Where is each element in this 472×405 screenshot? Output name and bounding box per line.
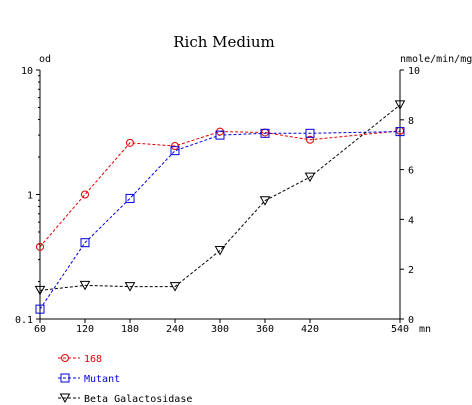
data-point-series-3 [124,282,136,292]
right-y-tick-label: 10 [408,66,420,77]
data-point-series-3 [304,172,316,183]
legend-entry-label: Beta Galactosidase [84,394,192,405]
chart-title: Rich Medium [173,33,274,51]
data-point-series-3 [394,100,406,110]
data-point-series-2 [260,128,270,138]
data-point-series-2 [395,127,405,137]
data-point-series-3 [79,280,91,291]
data-point-series-3 [169,282,181,292]
left-y-tick-label: 1 [27,191,33,202]
right-y-tick-label: 8 [408,116,414,127]
data-point-series-1 [306,135,314,144]
right-y-tick-label: 4 [408,215,414,226]
x-tick-label: 540 [391,324,409,335]
x-tick-label: 300 [211,324,229,335]
x-tick-label: 360 [256,324,274,335]
data-point-series-3 [214,246,226,256]
x-tick-label: 60 [34,324,46,335]
data-point-series-2 [170,146,180,156]
data-point-series-2 [80,238,90,248]
data-point-series-2 [35,304,45,314]
data-point-series-3 [259,196,271,206]
series-line-3 [39,104,401,291]
series-line-2 [39,131,401,310]
data-point-series-1 [126,138,134,147]
data-point-series-1 [171,142,179,151]
x-axis-unit-label: mn [419,324,431,335]
left-axis-unit-label: od [39,54,51,65]
right-y-tick-label: 6 [408,166,414,177]
x-tick-label: 240 [166,324,184,335]
legend-marker [59,393,71,404]
x-tick-label: 180 [121,324,139,335]
legend-entry-label: 168 [84,354,102,365]
legend-entry-label: Mutant [84,374,120,385]
data-point-series-1 [36,242,44,251]
left-y-tick-label: 10 [21,66,33,77]
data-point-series-2 [125,193,135,203]
right-y-tick-label: 2 [408,265,414,276]
legend-marker [60,373,70,383]
right-y-tick-label: 0 [408,315,414,326]
left-y-tick-label: 0.1 [15,315,33,326]
legend-marker [61,354,69,362]
data-point-series-2 [215,130,225,140]
series-line-1 [39,130,401,248]
right-axis-unit-label: nmole/min/mg [400,54,472,65]
data-point-series-3 [34,285,46,296]
data-point-series-2 [305,128,315,138]
x-tick-label: 120 [76,324,94,335]
x-tick-label: 420 [301,324,319,335]
data-point-series-1 [81,190,89,199]
